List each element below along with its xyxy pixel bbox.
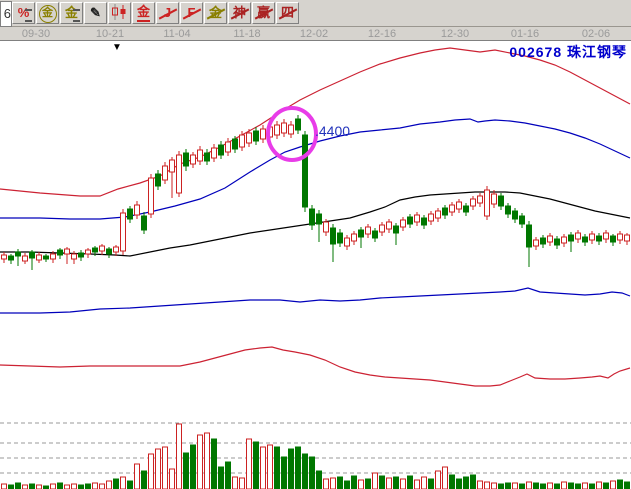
upper-blue-band [0,118,631,220]
gold-strike-icon[interactable]: 金 [204,2,227,24]
menu-lines-decoration [73,9,80,22]
gold-underline-icon-glyph: 金 [136,3,150,22]
gold-strike-icon-glyph: 金 [208,5,222,20]
date-tick-label: 11-04 [163,28,191,40]
date-tick-label: 10-21 [95,28,125,40]
menu-lines-decoration [25,9,32,22]
date-tick-label: 01-16 [510,28,540,40]
date-axis: 09-30 10-21 11-04 11-18 12-02 12-16 12-30 01-16… [0,27,631,41]
percent-lines-icon[interactable]: % [12,2,35,24]
middle-black-band [0,191,631,257]
gold-lines-icon[interactable]: 金 [60,2,83,24]
toolbar-partial-control[interactable]: 6 [0,1,12,27]
f-line-icon-glyph: F [187,5,196,20]
candle-pattern-icon[interactable] [108,2,131,24]
highlight-circle-annotation [266,106,318,162]
stock-code-name-label: 002678 珠江钢琴 [509,44,627,60]
lower-red-band [0,346,631,387]
j-line-icon[interactable]: J [156,2,179,24]
candlesticks [1,115,630,270]
volume-bars [1,423,630,489]
toolbar: 6 % 金金 ✎ 金 J F 金神赢四 [0,0,631,27]
lower-blue-band [0,287,631,314]
date-tick-label: 11-18 [233,28,261,40]
si-strike-icon[interactable]: 四 [276,2,299,24]
date-tick-label: 02-06 [581,28,611,40]
j-line-icon-glyph: J [163,5,172,20]
gold-lines-icon-glyph: 金 [64,5,78,20]
gold-circle-icon-glyph: 金 [38,5,57,23]
shen-strike-icon-glyph: 神 [232,5,246,20]
shen-strike-icon[interactable]: 神 [228,2,251,24]
price-annotation-label: .4400 [315,123,351,139]
percent-lines-icon-glyph: % [17,5,30,20]
date-tick-label: 09-30 [21,28,51,40]
ying-strike-icon-glyph: 赢 [256,5,270,20]
gold-circle-icon[interactable]: 金 [36,2,59,24]
gold-underline-icon[interactable]: 金 [132,2,155,24]
date-tick-label: 12-30 [440,28,470,40]
volume-gridlines [0,422,631,474]
brush-icon[interactable]: ✎ [84,2,107,24]
date-tick-label: 12-02 [299,28,329,40]
f-line-icon[interactable]: F [180,2,203,24]
date-tick-label: 12-16 [367,28,397,40]
brush-icon-glyph: ✎ [90,5,101,20]
dropdown-triangle-marker[interactable]: ▼ [112,42,122,53]
si-strike-icon-glyph: 四 [280,5,294,20]
ying-strike-icon[interactable]: 赢 [252,2,275,24]
